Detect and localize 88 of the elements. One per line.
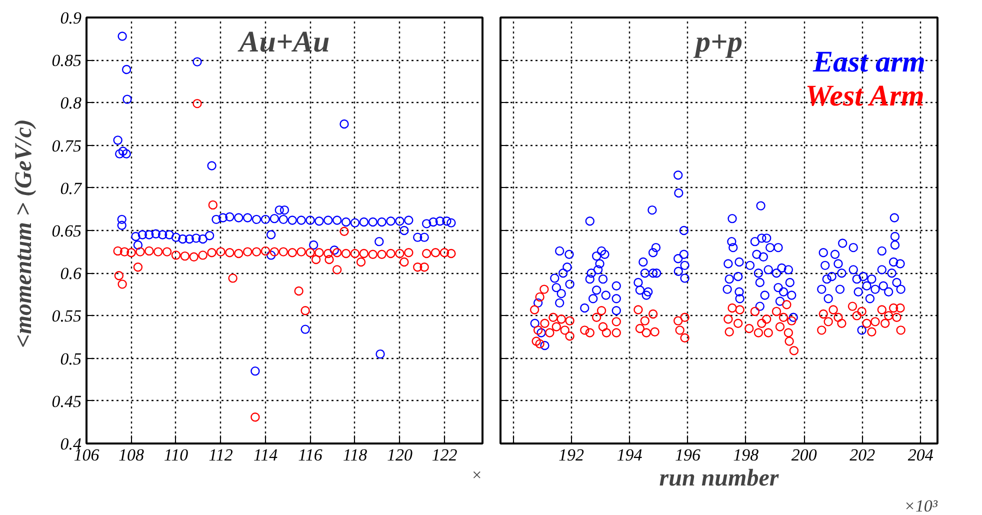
y-tick-label: 0.7	[60, 178, 83, 198]
point	[250, 412, 260, 422]
x-tick-label: 198	[733, 446, 760, 464]
point	[340, 226, 349, 236]
point	[216, 247, 226, 256]
point	[242, 247, 252, 256]
point	[356, 257, 366, 267]
y-tick-label: 0.5	[60, 349, 82, 368]
x-tick-label: 108	[118, 446, 144, 464]
point	[113, 246, 122, 256]
point	[133, 262, 143, 272]
point	[422, 248, 432, 258]
point	[270, 247, 280, 256]
point	[341, 248, 351, 258]
point	[332, 248, 342, 258]
y-tick-label: 0.65	[52, 222, 82, 240]
point	[300, 306, 310, 316]
point	[332, 265, 342, 274]
point	[440, 248, 450, 258]
point	[430, 248, 440, 258]
point	[189, 252, 198, 262]
point	[208, 200, 218, 210]
y-tick-label: 0.55	[52, 306, 82, 326]
point	[260, 246, 270, 256]
x-tick-label: 112	[208, 446, 234, 464]
y-axis-title: <momentum > (GeV/c)	[10, 119, 37, 348]
point	[228, 274, 238, 283]
text: East arm	[812, 46, 926, 78]
point	[377, 250, 386, 259]
x-tick-label: 120	[386, 446, 413, 464]
x-tick-label: 114	[253, 446, 278, 464]
point	[171, 250, 181, 260]
point	[162, 247, 172, 256]
y-tick-label: 0.45	[52, 392, 82, 411]
chart-title: Au+Au	[237, 26, 330, 58]
y-tick-label: 0.9	[60, 8, 82, 28]
point	[400, 257, 409, 267]
point	[324, 248, 333, 258]
point	[294, 286, 304, 296]
text: ×	[471, 466, 483, 484]
point	[311, 254, 321, 264]
point	[386, 248, 396, 258]
point	[359, 248, 369, 258]
point	[198, 250, 208, 260]
point	[446, 248, 456, 258]
y-tick-label: 0.85	[52, 51, 82, 70]
point	[120, 247, 130, 256]
x-tick-label: 194	[616, 446, 643, 464]
x-axis-title: run number	[659, 466, 780, 492]
point	[118, 280, 127, 289]
point	[413, 262, 422, 272]
point	[180, 251, 190, 261]
point	[144, 246, 154, 256]
point	[225, 248, 234, 258]
point	[395, 248, 404, 258]
x-tick-label: 202	[850, 446, 876, 464]
point	[350, 248, 360, 258]
x-tick-label: 116	[298, 446, 323, 464]
point	[404, 248, 414, 258]
point	[324, 254, 334, 264]
x-tick-label: 118	[342, 446, 368, 464]
point	[192, 98, 202, 108]
point	[252, 247, 262, 256]
y-tick-label: 0.6	[60, 264, 82, 284]
x-tick-label: 204	[908, 446, 934, 464]
x-tick-label: 122	[432, 446, 458, 464]
point	[306, 248, 315, 258]
point	[153, 247, 163, 256]
point	[278, 247, 288, 256]
y-tick-label: 0.8	[60, 94, 82, 113]
point	[234, 248, 244, 258]
x-tick-label: 110	[164, 446, 189, 464]
point	[296, 247, 306, 256]
x-tick-label: 200	[791, 446, 818, 464]
x-tick-label: 196	[674, 446, 701, 464]
x-tick-label: 192	[558, 446, 584, 464]
point	[126, 248, 136, 258]
chart-title: p+p	[692, 26, 743, 58]
point	[114, 271, 124, 280]
text: ×10³	[904, 496, 938, 515]
text: West Arm	[805, 80, 924, 112]
point	[136, 247, 145, 256]
point	[288, 248, 297, 258]
y-tick-label: 0.75	[52, 136, 82, 156]
point	[368, 250, 378, 259]
point	[420, 262, 429, 272]
point	[207, 248, 216, 258]
point	[314, 248, 324, 258]
